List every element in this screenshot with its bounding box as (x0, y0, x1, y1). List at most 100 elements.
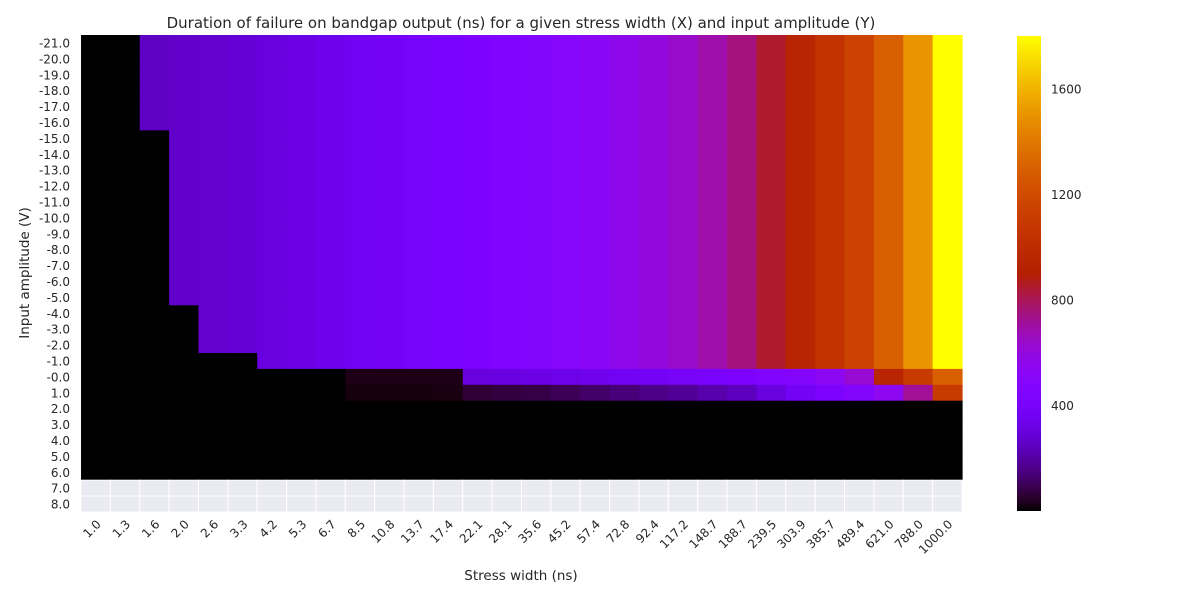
heatmap-cell (169, 146, 200, 163)
heatmap-cell (374, 178, 405, 195)
heatmap-cell (550, 194, 581, 211)
heatmap-cell (756, 225, 787, 243)
heatmap-cell (727, 353, 758, 370)
heatmap-cell (873, 368, 904, 386)
heatmap-cell (169, 305, 200, 322)
heatmap-cell (257, 305, 288, 322)
heatmap-cell (580, 209, 611, 227)
heatmap-cell (932, 82, 963, 100)
heatmap-cell (433, 464, 464, 481)
heatmap-cell (492, 337, 523, 354)
heatmap-cell (580, 82, 611, 100)
heatmap-cell (932, 368, 963, 386)
heatmap-cell (521, 305, 552, 322)
heatmap-cell (139, 178, 170, 195)
heatmap-cell (815, 353, 846, 370)
heatmap-cell (110, 257, 141, 275)
heatmap-cell (579, 479, 611, 497)
heatmap-cell (462, 225, 493, 243)
heatmap-cell (403, 479, 434, 497)
heatmap-cell (374, 416, 405, 434)
heatmap-cell (198, 305, 229, 322)
heatmap-cell (433, 82, 464, 100)
heatmap-cell (726, 495, 757, 513)
heatmap-cell (609, 114, 640, 131)
heatmap-cell (227, 241, 258, 259)
heatmap-cell (345, 178, 376, 195)
heatmap-cell (550, 178, 581, 195)
heatmap-cell (521, 194, 552, 211)
heatmap-cell (873, 416, 904, 434)
heatmap-cell (404, 368, 434, 386)
heatmap-cell (873, 400, 904, 418)
heatmap-cell (433, 448, 464, 465)
heatmap-cell (462, 178, 493, 195)
heatmap-cell (815, 337, 846, 354)
heatmap-cell (345, 337, 376, 354)
heatmap-cell (492, 400, 523, 418)
heatmap-cell (638, 400, 669, 418)
heatmap-cell (257, 82, 288, 100)
heatmap-cell (580, 66, 611, 84)
heatmap-cell (81, 162, 111, 179)
heatmap-cell (903, 448, 934, 465)
heatmap-cell (815, 368, 846, 386)
heatmap-cell (433, 225, 464, 243)
heatmap-cell (873, 178, 904, 195)
heatmap-cell (492, 194, 523, 211)
heatmap-cell (727, 82, 758, 100)
heatmap-cell (550, 353, 581, 370)
heatmap-cell (580, 448, 611, 465)
heatmap-cell (81, 353, 111, 370)
heatmap-cell (139, 400, 170, 418)
heatmap-cell (550, 416, 581, 434)
heatmap-cell (697, 432, 728, 449)
heatmap-cell (110, 273, 141, 290)
heatmap-cell (492, 353, 523, 370)
y-tick-label: -4.0 (47, 307, 70, 321)
heatmap-cell (903, 194, 934, 211)
heatmap-cell (668, 130, 699, 147)
heatmap-cell (433, 257, 464, 275)
heatmap-cell (903, 178, 934, 195)
heatmap-cell (727, 114, 758, 131)
heatmap-cell (932, 273, 963, 290)
heatmap-cell (727, 209, 758, 227)
heatmap-cell (903, 305, 934, 322)
heatmap-cell (638, 416, 669, 434)
heatmap-cell (550, 479, 581, 497)
heatmap-cell (345, 273, 376, 290)
heatmap-cell (110, 464, 141, 481)
y-tick-label: -9.0 (47, 227, 70, 241)
heatmap-cell (345, 321, 376, 338)
heatmap-cell (580, 114, 611, 131)
heatmap-cell (227, 464, 258, 481)
heatmap-cell (286, 98, 317, 116)
heatmap-cell (492, 162, 523, 179)
heatmap-cell (257, 289, 288, 306)
heatmap-cell (638, 321, 669, 338)
heatmap-cell (139, 432, 170, 449)
heatmap-cell (550, 146, 581, 163)
heatmap-cell (638, 178, 669, 195)
heatmap-cell (198, 66, 229, 84)
heatmap-cell (227, 82, 258, 100)
heatmap-cell (932, 241, 963, 259)
heatmap-cell (932, 432, 963, 449)
heatmap-cell (903, 82, 934, 100)
heatmap-cell (462, 479, 493, 497)
heatmap-cell (257, 400, 288, 418)
heatmap-cell (139, 194, 170, 211)
heatmap-cell (550, 209, 581, 227)
heatmap-cell (139, 384, 170, 402)
heatmap-cell (727, 35, 758, 52)
heatmap-cell (374, 479, 405, 497)
heatmap-cell (756, 289, 787, 306)
heatmap-cell (932, 66, 963, 84)
heatmap-cell (903, 66, 934, 84)
heatmap-cell (756, 114, 787, 131)
heatmap-cell (727, 337, 758, 354)
heatmap-cell (668, 66, 699, 84)
heatmap-cell (462, 241, 493, 259)
heatmap-cell (697, 130, 728, 147)
